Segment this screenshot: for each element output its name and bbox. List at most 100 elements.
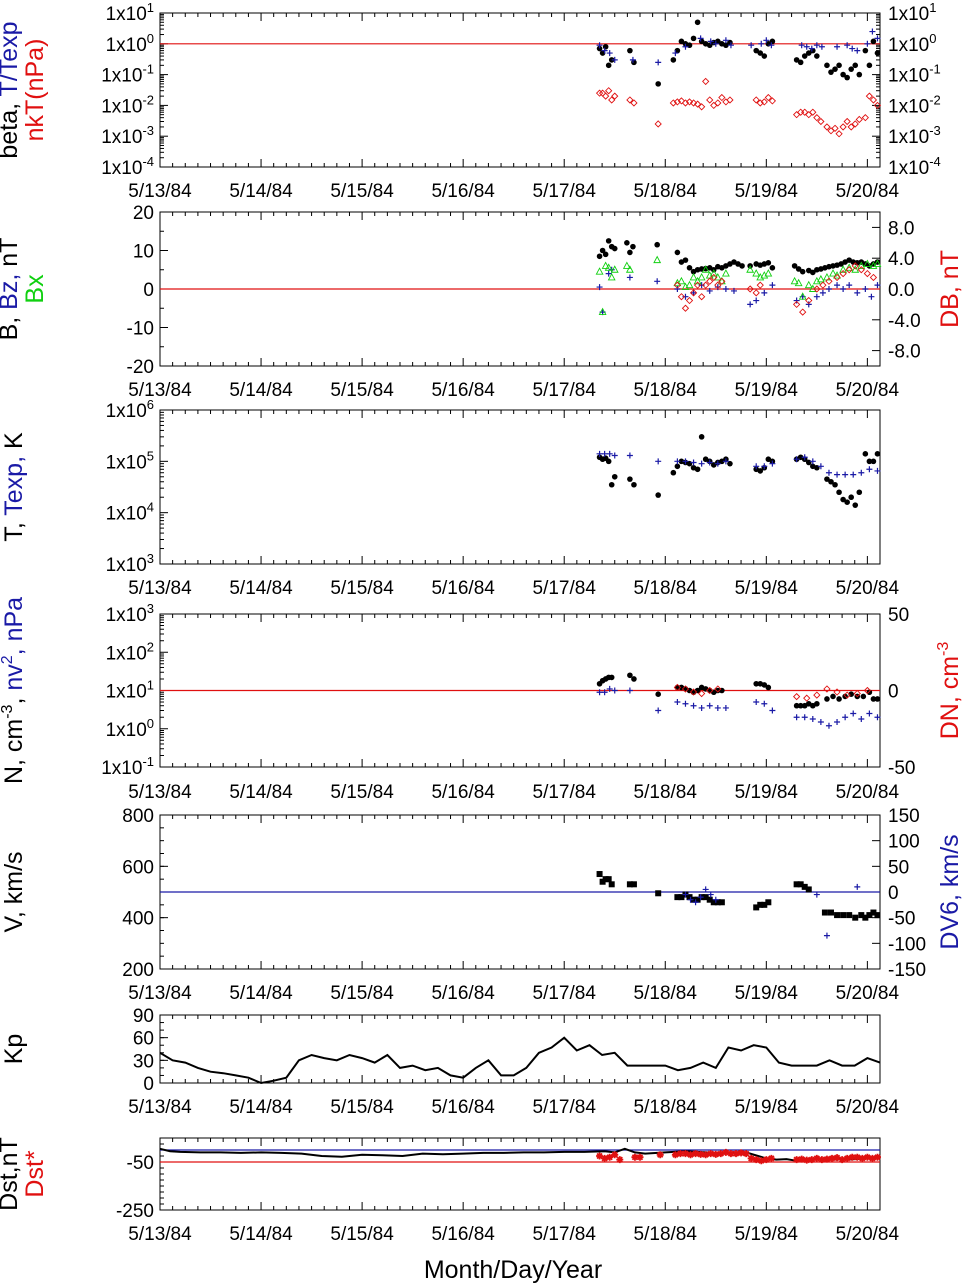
- data-point-V: [706, 896, 713, 903]
- data-point-DV6: [854, 883, 861, 890]
- x-tick-label: 5/16/84: [431, 1097, 495, 1118]
- data-point-beta: [856, 71, 863, 78]
- data-point-t_texp: [707, 38, 714, 45]
- data-point-N: [836, 696, 842, 702]
- y-right-tick-label: -50: [888, 758, 915, 779]
- data-point-Bz: [813, 293, 820, 300]
- series-nkt: [595, 77, 882, 138]
- y-right-tick-label: 1x101: [888, 0, 936, 25]
- data-point-T: [832, 481, 838, 488]
- data-point-t_texp: [849, 45, 856, 52]
- data-point-Bz: [605, 270, 612, 277]
- data-point-V: [793, 881, 800, 888]
- data-point-V: [753, 904, 760, 911]
- data-point-Dst_star: [717, 1150, 725, 1158]
- data-point-Bx: [798, 292, 807, 300]
- data-point-N: [753, 680, 760, 687]
- data-point-Bx: [607, 272, 616, 281]
- data-point-nkt: [710, 101, 718, 110]
- data-point-Dst_star: [596, 1152, 604, 1160]
- data-point-nkt: [626, 96, 634, 104]
- data-point-Bx: [653, 255, 662, 264]
- data-point-V: [858, 912, 865, 919]
- x-tick-label: 5/13/84: [128, 181, 192, 202]
- data-point-Bx: [697, 272, 706, 281]
- panel-magnetic-field: 5/13/84 5/14/84 5/15/84 5/16/84 5/17/84 5/18/…: [0, 203, 964, 401]
- plot-frame: [159, 409, 881, 565]
- data-point-Dst_star: [611, 1151, 619, 1159]
- y-axis-title: N, cm-3, nv2, nPa: [0, 597, 28, 784]
- data-point-Bx: [829, 269, 837, 277]
- data-point-DB: [752, 289, 760, 297]
- data-point-T: [852, 502, 859, 508]
- y-axis-title-row-0: beta, T/Texp: [0, 21, 23, 158]
- data-point-t_texp: [748, 42, 755, 49]
- data-point-nkt: [873, 101, 882, 110]
- data-point-Dst_star: [692, 1150, 700, 1158]
- data-point-V: [866, 912, 873, 919]
- data-point-DV6: [682, 891, 689, 898]
- y-tick-label: 1x103: [106, 601, 154, 626]
- data-point-nkt: [843, 117, 851, 126]
- series-nv2: [596, 685, 881, 729]
- data-point-B: [605, 238, 612, 244]
- x-tick-label: 5/13/84: [128, 380, 192, 401]
- panel-kp: 5/13/84 5/14/84 5/15/84 5/16/84 5/17/84 5/18/…: [0, 1006, 899, 1118]
- data-point-N: [655, 691, 661, 698]
- data-point-Dst_star: [868, 1154, 876, 1162]
- y-tick-label: 1x101: [106, 678, 154, 703]
- data-point-nkt: [611, 92, 619, 100]
- data-point-nkt: [702, 77, 710, 86]
- data-point-t_texp: [768, 42, 775, 49]
- data-point-Texp: [850, 471, 857, 478]
- data-point-Bx: [794, 278, 803, 287]
- x-tick-label: 5/20/84: [836, 782, 900, 803]
- data-point-B: [599, 247, 606, 254]
- data-point-t_texp: [655, 59, 662, 66]
- y-right-tick-label: 8.0: [888, 218, 914, 239]
- data-point-nv2: [596, 689, 603, 696]
- data-point-Texp: [682, 458, 689, 465]
- x-tick-label: 5/17/84: [533, 1224, 597, 1245]
- data-point-Dst_star: [838, 1156, 846, 1164]
- data-point-Dst_star: [793, 1156, 801, 1164]
- data-point-nkt: [689, 99, 698, 107]
- x-tick-label: 5/14/84: [229, 782, 293, 803]
- y-tick-label: 1x10-2: [101, 92, 154, 117]
- data-point-Bz: [690, 289, 697, 296]
- data-point-T: [866, 458, 873, 465]
- y-tick-label: 90: [133, 1006, 154, 1027]
- data-point-N: [761, 682, 768, 688]
- data-point-T: [727, 460, 733, 467]
- series-line-Dst: [159, 1147, 881, 1162]
- data-point-t_texp: [864, 40, 871, 47]
- data-point-B: [791, 263, 798, 269]
- data-point-V: [678, 894, 685, 901]
- data-point-nv2: [761, 700, 768, 707]
- data-point-V: [846, 912, 853, 919]
- data-point-beta: [848, 66, 854, 72]
- data-point-N: [830, 693, 836, 700]
- x-tick-label: 5/14/84: [229, 380, 293, 401]
- y-right-tick-label: 1x10-4: [888, 154, 941, 179]
- x-tick-label: 5/18/84: [634, 578, 698, 599]
- data-point-DN: [714, 685, 722, 693]
- y-tick-label: 1x105: [106, 448, 154, 473]
- y-right-axis-title: DN, cm-3: [935, 642, 964, 740]
- data-point-Bx: [816, 274, 825, 283]
- data-point-B: [769, 265, 776, 271]
- data-point-Texp: [753, 463, 760, 470]
- x-tick-label: 5/14/84: [229, 1097, 293, 1118]
- data-point-DB: [706, 277, 714, 285]
- data-point-Bx: [790, 276, 799, 285]
- data-point-beta: [678, 38, 685, 45]
- data-point-Texp: [655, 458, 662, 465]
- data-point-t_texp: [813, 42, 820, 49]
- data-point-t_texp: [758, 40, 765, 47]
- x-tick-label: 5/20/84: [836, 983, 900, 1004]
- data-point-DB: [710, 273, 718, 282]
- data-point-Bz: [834, 282, 841, 289]
- data-point-nkt: [756, 99, 764, 107]
- y-tick-label: 1x104: [106, 500, 154, 525]
